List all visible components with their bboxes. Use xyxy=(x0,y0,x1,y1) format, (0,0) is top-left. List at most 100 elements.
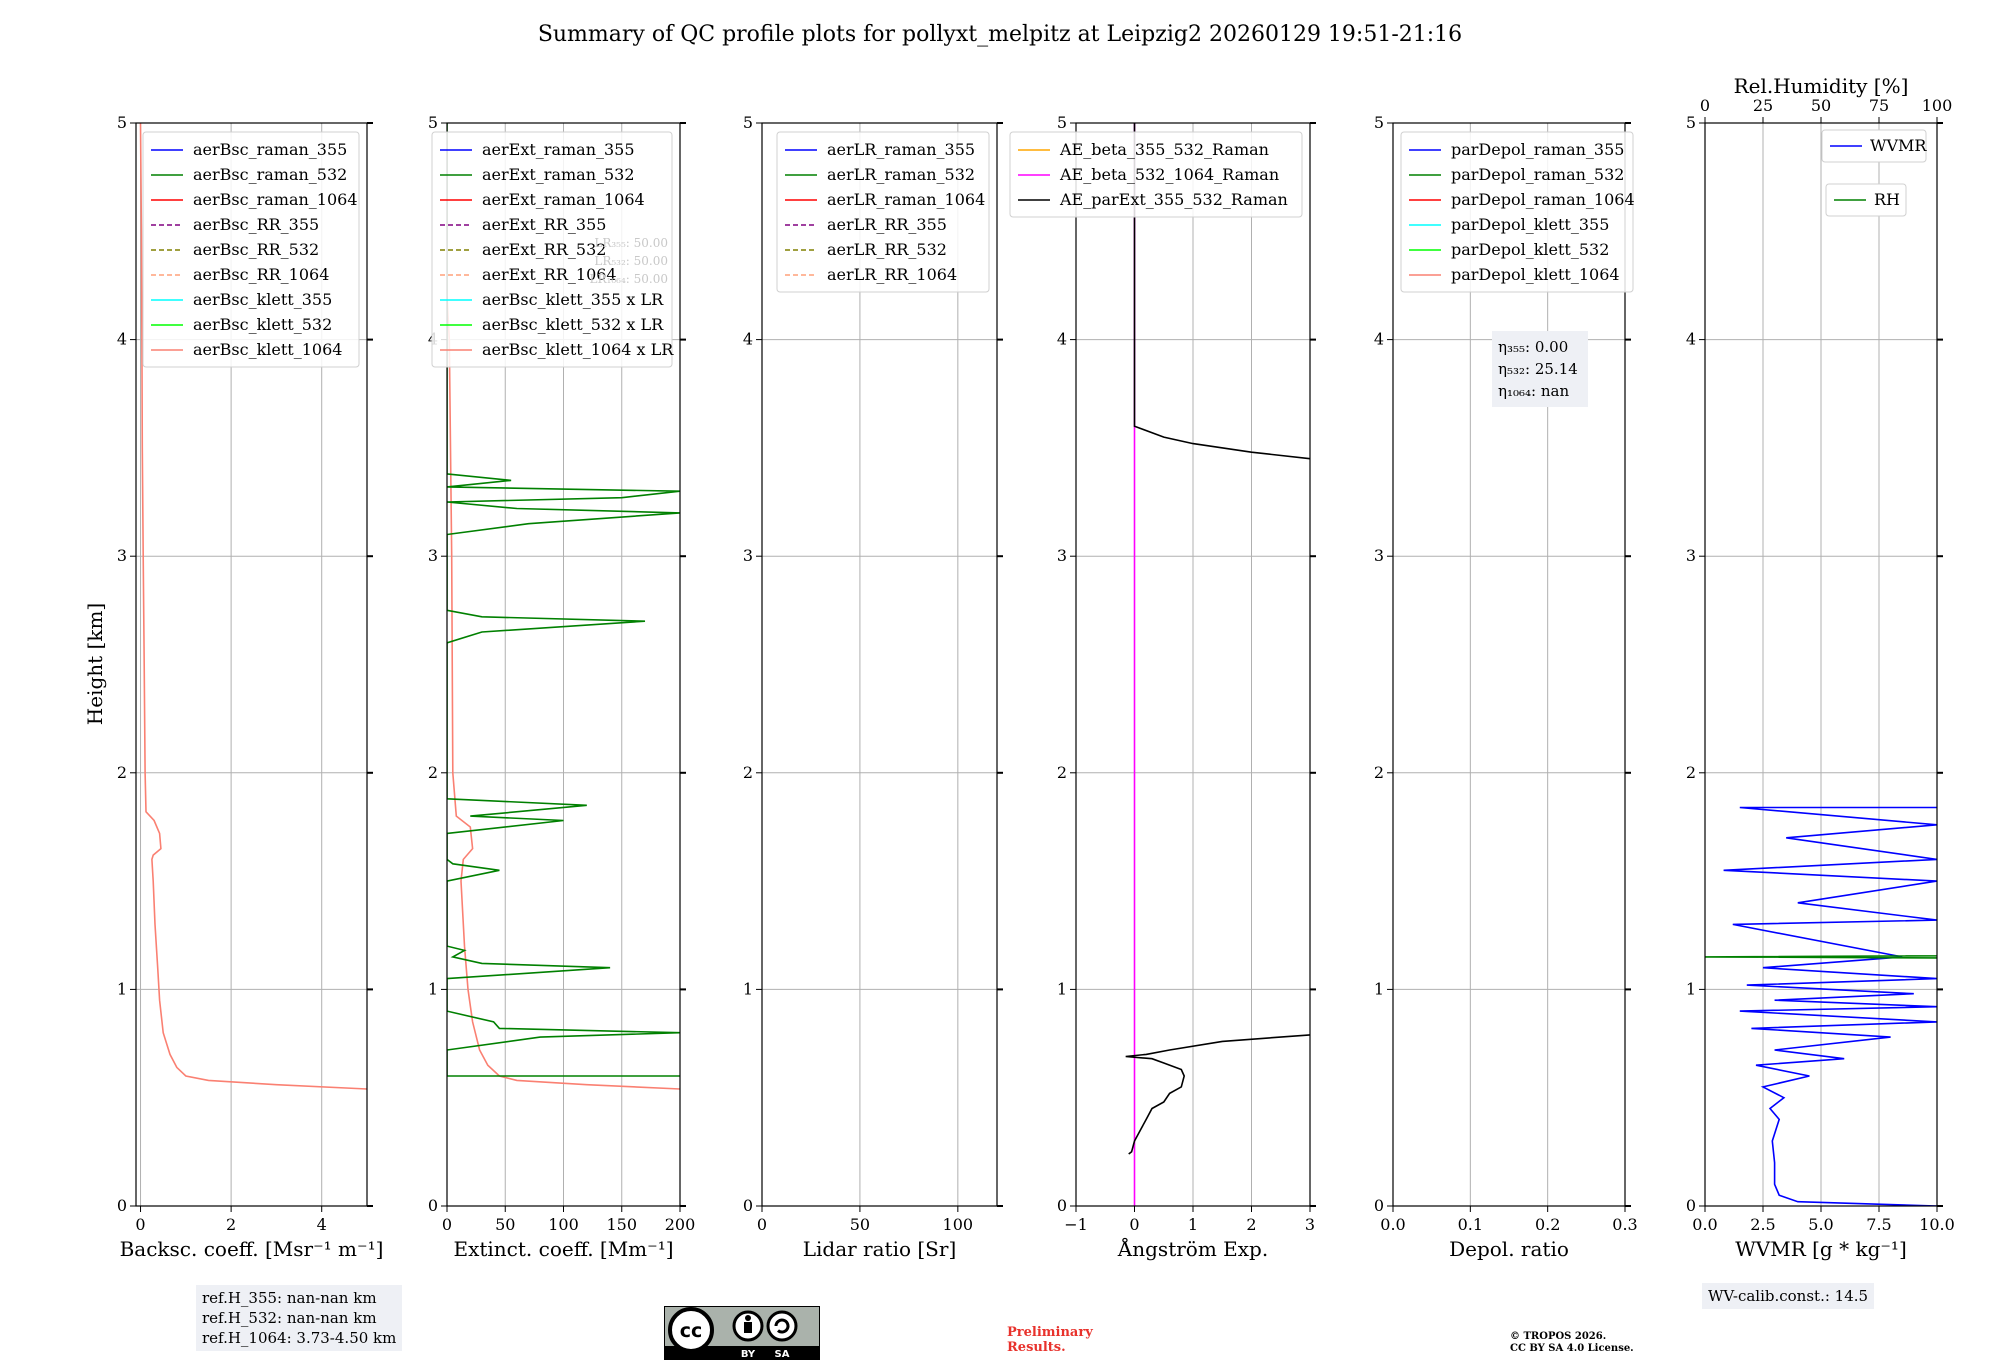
copyright-line-1: © TROPOS 2026. xyxy=(1510,1331,1607,1342)
x-axis-label: Extinct. coeff. [Mm⁻¹] xyxy=(453,1237,673,1261)
y-tick-label: 1 xyxy=(1057,979,1067,998)
y-tick-label: 5 xyxy=(1374,113,1384,132)
eta-label: η₅₃₂: 25.14 xyxy=(1498,360,1578,378)
legend: aerLR_raman_355 aerLR_raman_532 aerLR_rama… xyxy=(776,131,990,293)
y-tick-label: 3 xyxy=(1686,546,1696,565)
y-tick-label: 4 xyxy=(743,330,753,349)
y-tick-label: 5 xyxy=(1057,113,1067,132)
legend: aerExt_raman_355 aerExt_raman_532 aerExt_r… xyxy=(431,131,674,368)
x-tick-label: 0 xyxy=(1129,1215,1139,1234)
cc-icon xyxy=(668,1307,714,1353)
plot-frame xyxy=(135,122,368,1207)
cc-license-badge: cc BY SA xyxy=(664,1306,820,1360)
y-tick-label: 1 xyxy=(743,979,753,998)
series-line-aerExt_raman_532 xyxy=(447,123,680,1077)
x-tick-label: 7.5 xyxy=(1866,1215,1891,1234)
series-line-WVMR xyxy=(1723,806,1937,1206)
legend-entry-label: aerExt_RR_532 xyxy=(482,240,606,259)
y-tick-label: 5 xyxy=(117,113,127,132)
ref-h-1064: ref.H_1064: 3.73-4.50 km xyxy=(202,1329,397,1347)
legend-entry-label: aerBsc_RR_1064 xyxy=(193,265,329,284)
y-tick-label: 3 xyxy=(428,546,438,565)
lidar-ratio-label: LR₃₅₅: 50.00 xyxy=(594,236,668,250)
legend-entry-label: aerBsc_klett_532 x LR xyxy=(482,315,664,334)
x-tick-label: 2 xyxy=(226,1215,236,1234)
x-tick-label: 0 xyxy=(757,1215,767,1234)
y-tick-label: 1 xyxy=(1374,979,1384,998)
ref-h-532: ref.H_532: nan-nan km xyxy=(202,1309,377,1327)
x-tick-label: −1 xyxy=(1064,1215,1088,1234)
copyright-line-2: CC BY SA 4.0 License. xyxy=(1510,1343,1634,1354)
legend-entry-label: aerBsc_raman_1064 xyxy=(193,190,358,209)
plot-frame xyxy=(1392,122,1626,1207)
legend-rh: RH xyxy=(1825,183,1907,217)
legend-entry-label: aerExt_raman_532 xyxy=(482,165,635,184)
y-tick-label: 2 xyxy=(117,763,127,782)
legend-entry-label: RH xyxy=(1874,190,1900,209)
panel-depol: 0.0 0.1 0.2 0.3 0 1 2 3 4 5 Depol. ratio parDepol_r… xyxy=(1374,113,1638,1261)
legend-entry-label: aerBsc_klett_355 x LR xyxy=(482,290,664,309)
x-tick-label: 200 xyxy=(665,1215,696,1234)
legend-box xyxy=(776,131,990,293)
y-tick-label: 3 xyxy=(1057,546,1067,565)
y-tick-label: 3 xyxy=(117,546,127,565)
top-x-tick-label: 100 xyxy=(1922,96,1953,115)
plot-frame xyxy=(761,122,998,1207)
legend-entry-label: aerBsc_klett_355 xyxy=(193,290,332,309)
y-tick-label: 0 xyxy=(1374,1196,1384,1215)
x-tick-label: 2.5 xyxy=(1750,1215,1775,1234)
x-tick-label: 50 xyxy=(850,1215,870,1234)
y-tick-label: 4 xyxy=(1686,330,1696,349)
top-x-tick-label: 25 xyxy=(1753,96,1773,115)
y-tick-label: 4 xyxy=(1374,330,1384,349)
legend-entry-label: aerLR_raman_1064 xyxy=(827,190,985,209)
legend-box xyxy=(431,131,673,368)
profile-plots-figure: Height [km] 0 2 4 0 1 2 3 4 5 Backsc. coeff. [Msr⁻… xyxy=(83,74,1955,1261)
y-tick-label: 0 xyxy=(1057,1196,1067,1215)
y-tick-label: 5 xyxy=(1686,113,1696,132)
y-tick-label: 1 xyxy=(428,979,438,998)
x-tick-label: 0 xyxy=(135,1215,145,1234)
ref-h-355: ref.H_355: nan-nan km xyxy=(202,1289,377,1307)
panel-extinction: 050100150200012345Extinct. coeff. [Mm⁻¹]… xyxy=(428,113,695,1261)
series-line-RH xyxy=(1705,955,1937,959)
x-axis-label: Backsc. coeff. [Msr⁻¹ m⁻¹] xyxy=(120,1237,384,1261)
x-tick-label: 0.0 xyxy=(1380,1215,1405,1234)
svg-text:cc: cc xyxy=(680,1320,703,1342)
x-tick-label: 3 xyxy=(1305,1215,1315,1234)
x-axis-label: WVMR [g * kg⁻¹] xyxy=(1735,1237,1907,1261)
figure-title: Summary of QC profile plots for pollyxt_… xyxy=(537,22,1463,47)
legend: AE_beta_355_532_Raman AE_beta_532_1064_Ra… xyxy=(1009,131,1303,218)
legend-entry-label: aerLR_raman_355 xyxy=(827,140,975,159)
legend-entry-label: aerBsc_klett_1064 x LR xyxy=(482,340,674,359)
y-tick-label: 1 xyxy=(117,979,127,998)
y-tick-label: 2 xyxy=(743,763,753,782)
license-sa-label: SA xyxy=(775,1349,790,1360)
y-tick-label: 1 xyxy=(1686,979,1696,998)
series-line-AE_parExt_355_532_Raman xyxy=(1125,1034,1310,1155)
sa-share-icon xyxy=(766,1310,798,1342)
legend-entry-label: AE_beta_532_1064_Raman xyxy=(1059,165,1279,184)
legend-entry-label: WVMR xyxy=(1870,136,1927,155)
legend: aerBsc_raman_355 aerBsc_raman_532 aerBsc_r… xyxy=(142,131,360,368)
eta-box xyxy=(1492,331,1588,407)
legend-entry-label: parDepol_klett_1064 xyxy=(1451,265,1620,284)
lidar-ratio-label: LR₁₀₆₄: 50.00 xyxy=(590,272,668,286)
legend-entry-label: aerExt_RR_1064 xyxy=(482,265,617,284)
top-x-tick-label: 0 xyxy=(1700,96,1710,115)
y-tick-label: 3 xyxy=(743,546,753,565)
y-tick-label: 0 xyxy=(428,1196,438,1215)
y-tick-label: 3 xyxy=(1374,546,1384,565)
legend-entry-label: parDepol_raman_532 xyxy=(1451,165,1624,184)
y-tick-label: 2 xyxy=(428,763,438,782)
y-tick-label: 2 xyxy=(1057,763,1067,782)
series-line-aerBsc_klett_1064 xyxy=(139,123,367,1090)
x-tick-label: 0.3 xyxy=(1612,1215,1637,1234)
x-tick-label: 1 xyxy=(1188,1215,1198,1234)
eta-label: η₃₅₅: 0.00 xyxy=(1498,338,1568,356)
x-tick-label: 100 xyxy=(548,1215,579,1234)
legend-box xyxy=(1009,131,1303,218)
x-tick-label: 0.2 xyxy=(1535,1215,1560,1234)
legend-entry-label: parDepol_raman_355 xyxy=(1451,140,1624,159)
